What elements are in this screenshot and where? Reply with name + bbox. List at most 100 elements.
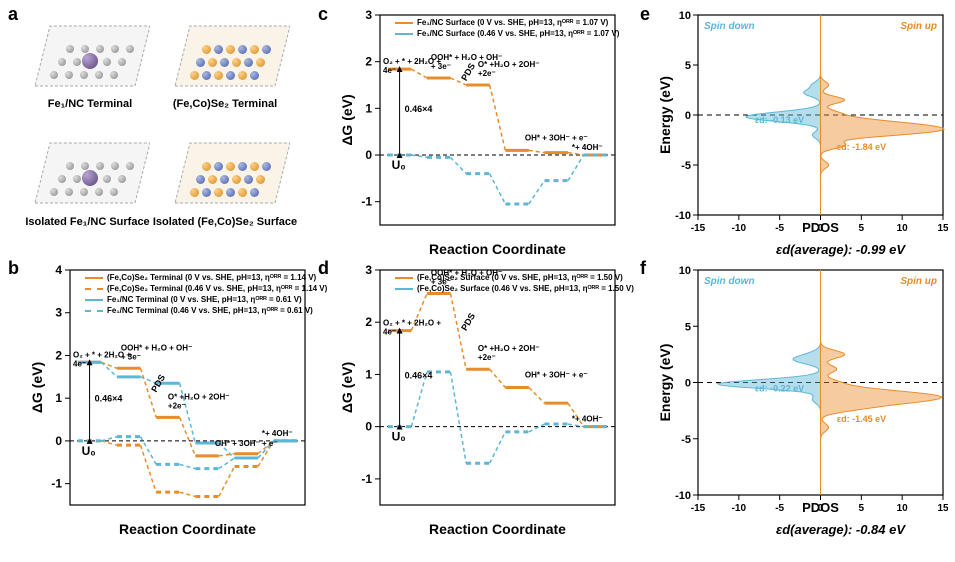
svg-text:O* +H₂O + 2OH⁻: O* +H₂O + 2OH⁻ bbox=[478, 60, 540, 69]
struct-label-3: Isolated Fe₁/NC Surface bbox=[20, 216, 155, 228]
svg-text:+ 3e⁻: + 3e⁻ bbox=[121, 352, 141, 361]
svg-text:PDS: PDS bbox=[459, 311, 477, 332]
svg-text:εd(average): -0.99 eV: εd(average): -0.99 eV bbox=[776, 242, 906, 257]
svg-text:0.46×4: 0.46×4 bbox=[95, 394, 123, 404]
svg-text:1: 1 bbox=[365, 367, 372, 381]
svg-text:2: 2 bbox=[55, 348, 62, 362]
fed-svg: -101230.46×4U₀O₂ + * + 2H₂O +4e⁻OOH* + H… bbox=[340, 265, 620, 540]
svg-text:-10: -10 bbox=[675, 490, 691, 502]
svg-text:ΔG (eV): ΔG (eV) bbox=[340, 94, 355, 145]
panel-f-chart: -10-50510-15-10-5051015Energy (eV)PDOSSp… bbox=[658, 265, 948, 540]
svg-text:Energy (eV): Energy (eV) bbox=[658, 344, 673, 422]
svg-text:U₀: U₀ bbox=[82, 444, 96, 458]
legend-entry: Fe₁/NC Terminal (0.46 V vs. SHE, pH=13, … bbox=[85, 305, 327, 316]
svg-text:-1: -1 bbox=[51, 477, 62, 491]
svg-text:-15: -15 bbox=[691, 223, 706, 234]
struct-isolated-fecose2 bbox=[160, 133, 290, 228]
svg-text:-10: -10 bbox=[732, 503, 747, 514]
svg-text:εd(average): -0.84 eV: εd(average): -0.84 eV bbox=[776, 522, 906, 537]
panel-e-label: e bbox=[640, 4, 650, 25]
panel-c-label: c bbox=[318, 4, 328, 25]
svg-text:4e⁻: 4e⁻ bbox=[383, 66, 396, 75]
panel-b-label: b bbox=[8, 258, 19, 279]
svg-text:15: 15 bbox=[937, 503, 948, 514]
svg-text:εd: -1.84 eV: εd: -1.84 eV bbox=[837, 142, 886, 152]
svg-text:4e⁻: 4e⁻ bbox=[73, 359, 86, 368]
svg-text:Energy (eV): Energy (eV) bbox=[658, 76, 673, 154]
svg-text:Spin up: Spin up bbox=[900, 276, 937, 287]
svg-text:+2e⁻: +2e⁻ bbox=[478, 69, 496, 78]
svg-text:εd: -0.13 eV: εd: -0.13 eV bbox=[755, 115, 804, 125]
svg-text:Reaction Coordinate: Reaction Coordinate bbox=[429, 241, 566, 257]
svg-text:0.46×4: 0.46×4 bbox=[405, 104, 433, 114]
svg-text:0: 0 bbox=[685, 378, 691, 390]
svg-text:U₀: U₀ bbox=[392, 430, 406, 444]
svg-text:10: 10 bbox=[897, 503, 909, 514]
struct-label-2: (Fe,Co)Se₂ Terminal bbox=[160, 98, 290, 110]
pdos-svg: -10-50510-15-10-5051015Energy (eV)PDOSSp… bbox=[658, 265, 948, 540]
svg-text:4: 4 bbox=[55, 265, 62, 277]
svg-text:3: 3 bbox=[365, 10, 372, 22]
svg-text:O* +H₂O + 2OH⁻: O* +H₂O + 2OH⁻ bbox=[478, 344, 540, 353]
svg-text:OH* + 3OH⁻ + e⁻: OH* + 3OH⁻ + e⁻ bbox=[525, 133, 588, 142]
svg-text:Spin down: Spin down bbox=[704, 276, 755, 287]
struct-fecose2-terminal bbox=[160, 16, 290, 111]
svg-text:-1: -1 bbox=[361, 195, 372, 209]
panel-f-label: f bbox=[640, 258, 646, 279]
svg-text:5: 5 bbox=[685, 321, 691, 333]
svg-text:Reaction Coordinate: Reaction Coordinate bbox=[119, 521, 256, 537]
svg-text:0.46×4: 0.46×4 bbox=[405, 371, 433, 381]
svg-text:10: 10 bbox=[897, 223, 909, 234]
svg-text:-5: -5 bbox=[681, 434, 691, 446]
panel-b-chart: -1012340.46×4U₀O₂ + * + 2H₂O +4e⁻OOH* + … bbox=[30, 265, 310, 540]
svg-text:3: 3 bbox=[365, 265, 372, 277]
legend-entry: (Fe,Co)Se₂ Surface (0 V vs. SHE, pH=13, … bbox=[395, 272, 634, 283]
panel-a: Fe₁/NC Terminal (Fe,Co)Se₂ Terminal bbox=[20, 8, 290, 258]
svg-text:U₀: U₀ bbox=[392, 158, 406, 172]
legend-entry: (Fe,Co)Se₂ Terminal (0 V vs. SHE, pH=13,… bbox=[85, 272, 327, 283]
svg-text:O* +H₂O + 2OH⁻: O* +H₂O + 2OH⁻ bbox=[168, 392, 230, 401]
panel-c-chart: -101230.46×4U₀O₂ + * + 2H₂O +4e⁻OOH* + H… bbox=[340, 10, 620, 260]
svg-text:*+ 4OH⁻: *+ 4OH⁻ bbox=[262, 429, 293, 438]
svg-text:OH* + 3OH⁻ + e⁻: OH* + 3OH⁻ + e⁻ bbox=[215, 439, 278, 448]
legend-entry: (Fe,Co)Se₂ Terminal (0.46 V vs. SHE, pH=… bbox=[85, 283, 327, 294]
svg-text:-5: -5 bbox=[681, 160, 691, 172]
svg-text:5: 5 bbox=[859, 223, 865, 234]
panel-a-label: a bbox=[8, 4, 18, 25]
svg-text:10: 10 bbox=[679, 265, 691, 277]
svg-text:5: 5 bbox=[859, 503, 865, 514]
pdos-svg: -10-50510-15-10-5051015Energy (eV)PDOSSp… bbox=[658, 10, 948, 260]
svg-text:*+ 4OH⁻: *+ 4OH⁻ bbox=[572, 415, 603, 424]
svg-text:εd: -1.45 eV: εd: -1.45 eV bbox=[837, 414, 886, 424]
svg-text:4e⁻: 4e⁻ bbox=[383, 328, 396, 337]
svg-text:1: 1 bbox=[55, 391, 62, 405]
svg-text:0: 0 bbox=[365, 420, 372, 434]
svg-text:ΔG (eV): ΔG (eV) bbox=[340, 362, 355, 413]
svg-text:Spin up: Spin up bbox=[900, 21, 937, 32]
svg-text:-10: -10 bbox=[675, 210, 691, 222]
svg-text:OOH* + H₂O + OH⁻: OOH* + H₂O + OH⁻ bbox=[121, 343, 192, 352]
panel-d-chart: -101230.46×4U₀O₂ + * + 2H₂O +4e⁻OOH* + H… bbox=[340, 265, 620, 540]
legend-entry: Fe₁/NC Terminal (0 V vs. SHE, pH=13, ηᴼᴿ… bbox=[85, 294, 327, 305]
struct-label-4: Isolated (Fe,Co)Se₂ Surface bbox=[150, 216, 300, 228]
svg-text:1: 1 bbox=[365, 101, 372, 115]
svg-text:-5: -5 bbox=[775, 503, 784, 514]
svg-text:+2e⁻: +2e⁻ bbox=[478, 353, 496, 362]
svg-text:15: 15 bbox=[937, 223, 948, 234]
svg-text:0: 0 bbox=[365, 148, 372, 162]
svg-text:PDOS: PDOS bbox=[802, 500, 839, 515]
svg-text:PDS: PDS bbox=[459, 61, 477, 82]
svg-text:-1: -1 bbox=[361, 472, 372, 486]
svg-text:2: 2 bbox=[365, 315, 372, 329]
svg-text:-15: -15 bbox=[691, 503, 706, 514]
svg-text:2: 2 bbox=[365, 55, 372, 69]
svg-text:Reaction Coordinate: Reaction Coordinate bbox=[429, 521, 566, 537]
svg-text:O₂ + * + 2H₂O +: O₂ + * + 2H₂O + bbox=[383, 319, 441, 328]
svg-text:OH* + 3OH⁻ + e⁻: OH* + 3OH⁻ + e⁻ bbox=[525, 371, 588, 380]
svg-text:Spin down: Spin down bbox=[704, 21, 755, 32]
panel-e-chart: -10-50510-15-10-5051015Energy (eV)PDOSSp… bbox=[658, 10, 948, 260]
svg-text:PDOS: PDOS bbox=[802, 220, 839, 235]
svg-text:0: 0 bbox=[55, 434, 62, 448]
legend-entry: Fe₁/NC Surface (0.46 V vs. SHE, pH=13, η… bbox=[395, 28, 619, 39]
legend-entry: Fe₁/NC Surface (0 V vs. SHE, pH=13, ηᴼᴿᴿ… bbox=[395, 17, 619, 28]
